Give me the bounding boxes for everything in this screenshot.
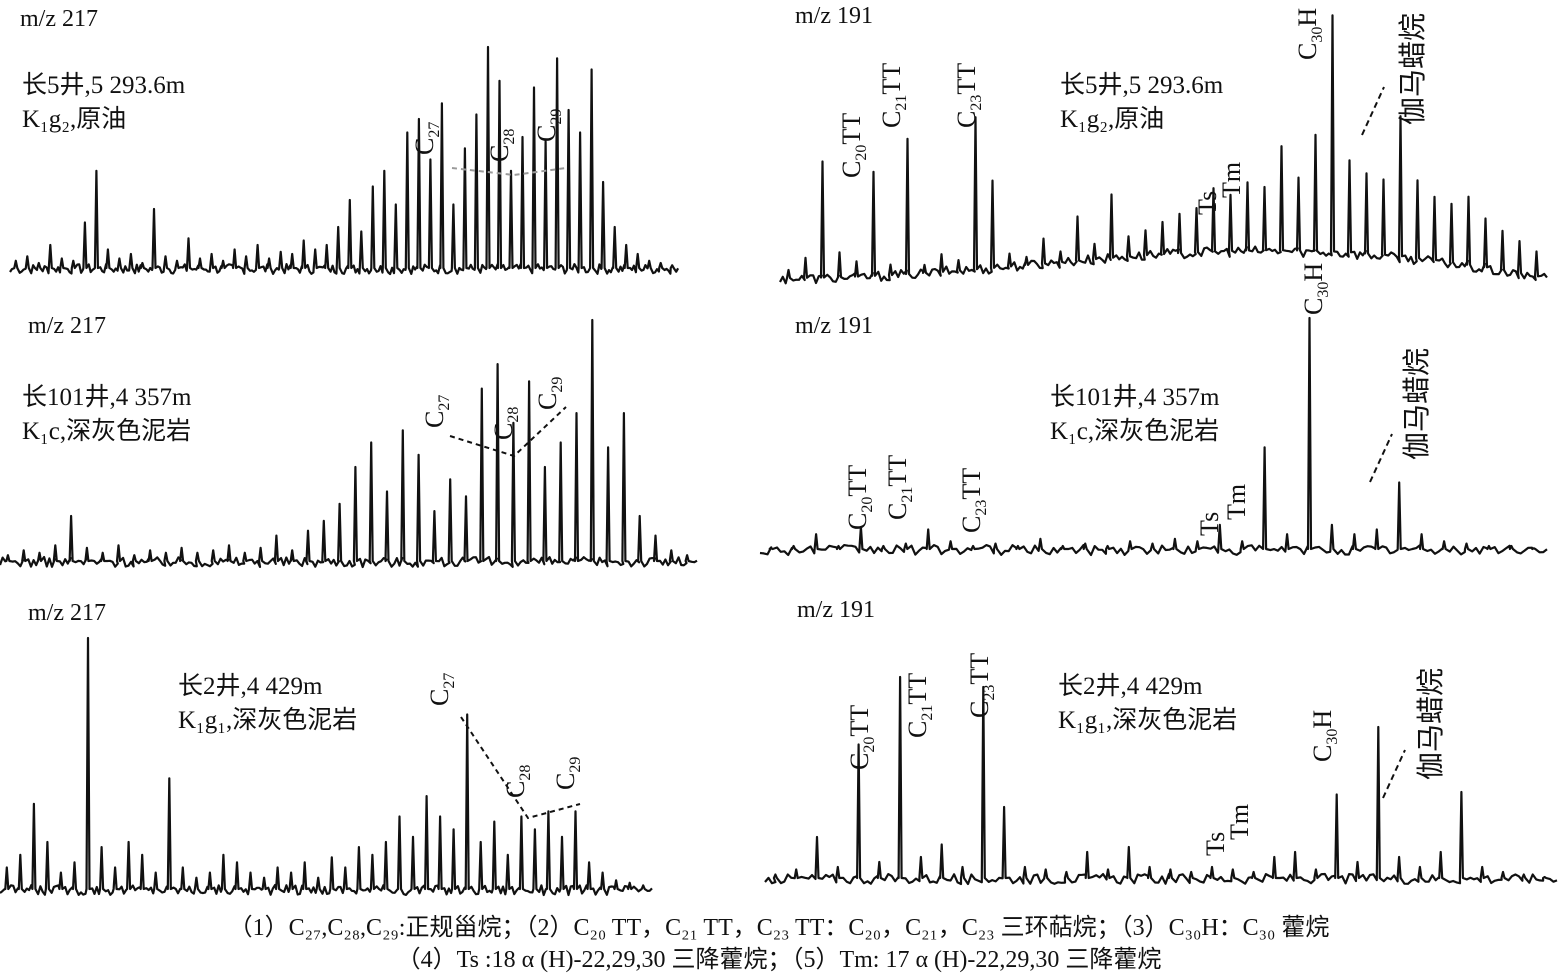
sample-well-label: 长5井,5 293.6m xyxy=(22,71,186,99)
chromatogram-trace xyxy=(9,45,680,276)
ion-label: m/z 191 xyxy=(797,597,875,623)
ion-label: m/z 217 xyxy=(28,600,106,626)
chromatogram-panel: m/z 191 长2井,4 429m K₁g₁,深灰色泥岩 C20TT C21TT C23… xyxy=(764,597,1558,886)
chromatogram-trace xyxy=(759,316,1548,557)
sample-formation-label: K₁g₂,原油 xyxy=(22,105,126,133)
sample-well-label: 长2井,4 429m xyxy=(178,672,323,700)
sample-well-label: 长101井,4 357m xyxy=(22,383,192,411)
peak-label-gammacerane: 伽马蜡烷 xyxy=(1401,348,1433,460)
sample-well-label: 长5井,5 293.6m xyxy=(1060,71,1224,99)
gammacerane-leader-line xyxy=(1361,86,1385,136)
ion-label: m/z 191 xyxy=(795,3,873,29)
chromatogram-trace xyxy=(0,636,653,897)
chromatogram-panels: m/z 217 长5井,5 293.6m K₁g₂,原油 C27 C28 C29 m/z 1… xyxy=(0,3,1558,897)
peak-label-tm: Tm xyxy=(1222,484,1251,520)
chromatogram-panel: m/z 191 长5井,5 293.6m K₁g₂,原油 C20TT C21TT C23T… xyxy=(779,3,1548,285)
peak-label-c30h: C30H xyxy=(1308,710,1341,762)
sterane-trend-line xyxy=(449,406,567,458)
gammacerane-leader-line xyxy=(1369,433,1393,483)
sterane-trend-line xyxy=(451,167,567,177)
sample-formation-label: K₁c,深灰色泥岩 xyxy=(22,417,191,445)
peak-label-gammacerane: 伽马蜡烷 xyxy=(1397,13,1429,125)
peak-label-c21tt: C21TT xyxy=(883,455,916,520)
gammacerane-leader-line xyxy=(1382,749,1406,799)
peak-label-c27: C27 xyxy=(425,673,458,706)
peak-label-gammacerane: 伽马蜡烷 xyxy=(1415,668,1447,780)
chromatogram-panel: m/z 217 长101井,4 357m K₁c,深灰色泥岩 C27 C28 C29 xyxy=(0,313,698,569)
sample-formation-label: K₁g₂,原油 xyxy=(1060,105,1164,133)
sample-well-label: 长2井,4 429m xyxy=(1058,672,1203,700)
sample-formation-label: K₁g₁,深灰色泥岩 xyxy=(1058,706,1237,734)
peak-label-c28: C28 xyxy=(489,407,522,440)
peak-label-c29: C29 xyxy=(551,757,584,790)
sterane-trend-line xyxy=(460,716,581,820)
peak-label-c27: C27 xyxy=(420,395,453,428)
peak-label-ts: Ts xyxy=(1193,191,1222,215)
peak-label-c30h: C30H xyxy=(1299,263,1332,315)
ion-label: m/z 217 xyxy=(20,6,98,32)
peak-label-c23tt: C23TT xyxy=(965,653,998,718)
peak-label-c20tt: C20TT xyxy=(837,113,870,178)
peak-label-c21tt: C21TT xyxy=(877,63,910,128)
peak-label-c20tt: C20TT xyxy=(843,465,876,530)
chromatogram-panel: m/z 217 长5井,5 293.6m K₁g₂,原油 C27 C28 C29 xyxy=(9,6,680,276)
peak-label-ts: Ts xyxy=(1201,832,1230,856)
ion-label: m/z 217 xyxy=(28,313,106,339)
chromatogram-trace xyxy=(0,318,698,569)
ion-label: m/z 191 xyxy=(795,313,873,339)
chromatogram-panel: m/z 217 长2井,4 429m K₁g₁,深灰色泥岩 C27 C28 C29 xyxy=(0,600,653,897)
peak-label-ts: Ts xyxy=(1195,512,1224,536)
peak-label-tm: Tm xyxy=(1225,804,1254,840)
peak-label-c21tt: C21TT xyxy=(903,673,936,738)
figure-caption: （1）C₂₇,C₂₈,C₂₉:正规甾烷；（2）C₂₀ TT，C₂₁ TT，C₂₃… xyxy=(0,912,1558,976)
peak-label-c23tt: C23TT xyxy=(957,468,990,533)
peak-label-c27: C27 xyxy=(410,122,443,155)
peak-label-c30h: C30H xyxy=(1293,8,1326,60)
peak-label-c28: C28 xyxy=(485,129,518,162)
caption-line-1: （1）C₂₇,C₂₈,C₂₉:正规甾烷；（2）C₂₀ TT，C₂₁ TT，C₂₃… xyxy=(228,915,1330,941)
peak-label-c20tt: C20TT xyxy=(845,705,878,770)
peak-label-c23tt: C23TT xyxy=(952,63,985,128)
sample-formation-label: K₁g₁,深灰色泥岩 xyxy=(178,706,357,734)
caption-line-2: （4）Ts :18 α (H)-22,29,30 三降藿烷；（5）Tm: 17 … xyxy=(396,947,1162,973)
chromatogram-trace xyxy=(764,675,1558,886)
peak-label-c29: C29 xyxy=(532,109,565,142)
chromatogram-trace xyxy=(779,14,1548,285)
peak-label-c29: C29 xyxy=(533,377,566,410)
sample-well-label: 长101井,4 357m xyxy=(1050,383,1220,411)
peak-label-tm: Tm xyxy=(1217,162,1246,198)
sample-formation-label: K₁c,深灰色泥岩 xyxy=(1050,417,1219,445)
peak-label-c28: C28 xyxy=(501,765,534,798)
